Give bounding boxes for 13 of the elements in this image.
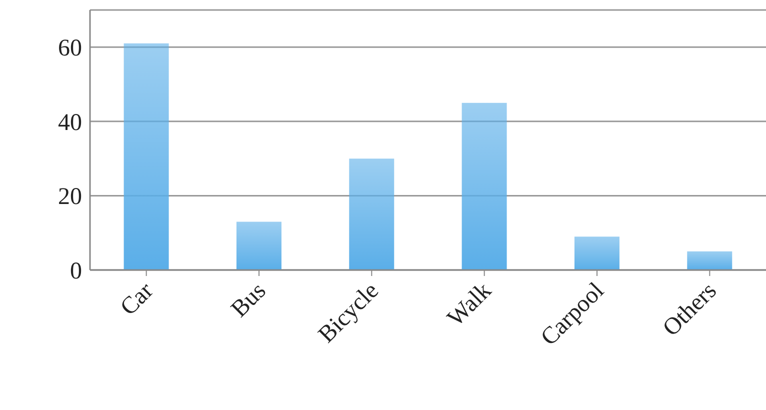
bar bbox=[236, 222, 282, 270]
y-tick-label: 20 bbox=[58, 184, 82, 210]
bar bbox=[462, 102, 507, 270]
bar bbox=[124, 43, 169, 270]
x-tick-label: Car bbox=[116, 278, 159, 321]
bar bbox=[349, 158, 394, 270]
bar bbox=[574, 236, 620, 270]
y-tick-label: 60 bbox=[58, 36, 82, 62]
y-tick-label: 0 bbox=[70, 258, 82, 285]
y-tick-label: 40 bbox=[58, 110, 82, 136]
bar bbox=[687, 251, 732, 270]
x-tick-label: Bus bbox=[226, 278, 272, 323]
x-tick-label: Walk bbox=[442, 278, 497, 332]
